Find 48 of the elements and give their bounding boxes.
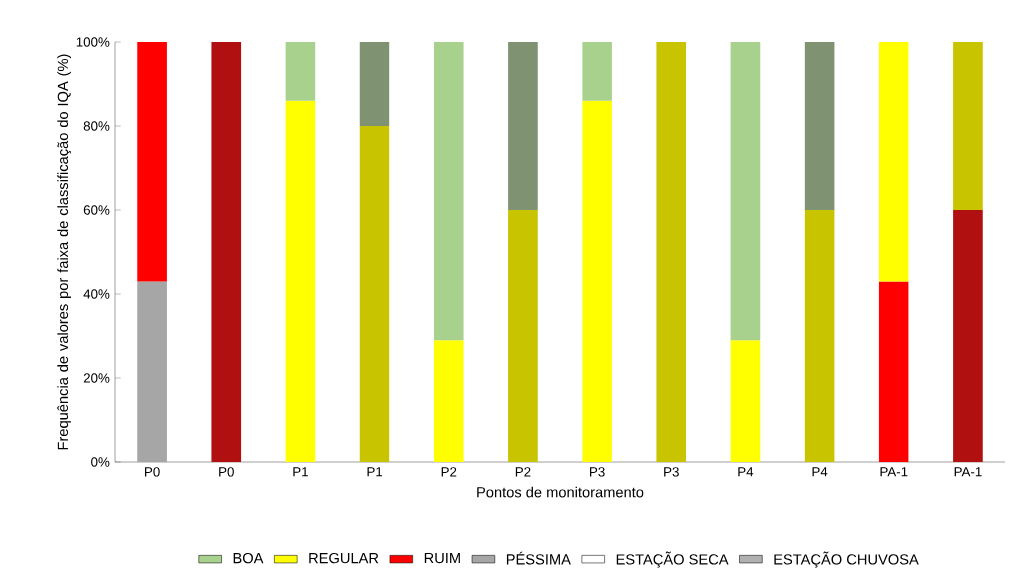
x-axis-title: Pontos de monitoramento [477,486,644,498]
legend-label: BOA [233,552,264,564]
bar [285,100,316,462]
bar [730,42,761,341]
legend-label: RUIM [424,553,460,564]
x-tick-label: PA-1 [880,467,908,477]
x-tick-label: P3 [590,467,605,477]
legend-label: ESTAÇÃO SECA [616,551,729,568]
bar [285,42,316,101]
bar [433,42,464,341]
legend-label: ESTAÇÃO CHUVOSA [774,551,919,568]
x-tick-label: P2 [515,467,531,477]
y-tick-label: 60% [83,205,110,215]
bar [878,42,909,282]
bar [804,42,835,210]
bar [508,210,538,462]
bar [582,42,612,101]
y-tick-label: 100% [76,37,110,47]
bar [508,42,538,210]
x-tick-label: P4 [738,467,754,477]
bar [433,340,464,462]
legend-label: PÉSSIMA [506,551,571,565]
x-tick-label: P0 [219,467,234,477]
y-tick-label: 80% [83,121,110,131]
y-axis-title: Frequência de valores por faixa de classificação do IQA (%) [57,54,72,450]
bar [359,42,390,126]
bar [804,210,835,462]
bar [582,100,612,462]
bar [359,126,390,462]
bar [137,281,167,462]
legend-label: REGULAR [309,552,379,564]
bar [953,210,983,462]
x-tick-label: P3 [664,467,679,477]
bar [953,42,983,210]
bar [878,281,909,462]
bar [137,42,167,282]
x-tick-label: P1 [293,467,308,477]
y-tick-label: 20% [83,373,110,383]
x-tick-label: PA-1 [954,467,982,477]
x-tick-label: P1 [367,467,383,477]
bar [730,340,761,462]
x-tick-label: P2 [441,467,457,477]
x-tick-label: P4 [812,467,828,477]
x-tick-label: P0 [145,467,160,477]
y-tick-label: 40% [83,289,110,299]
bar [211,42,242,462]
bar [656,42,687,462]
y-tick-label: 0% [91,457,110,467]
